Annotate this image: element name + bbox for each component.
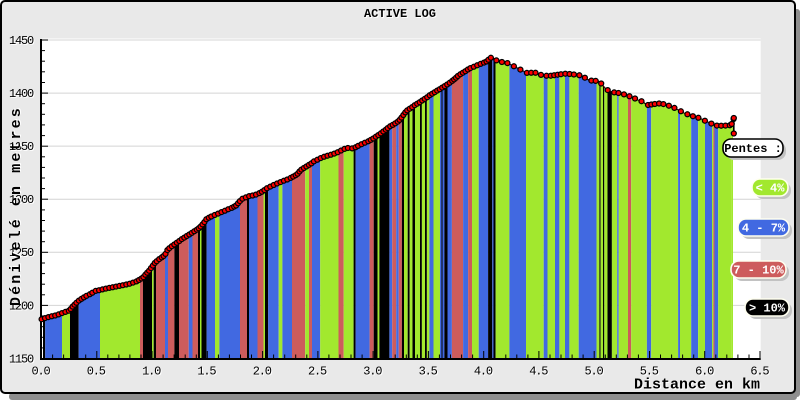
svg-text:1200: 1200 <box>9 299 34 313</box>
svg-text:Distance en km: Distance en km <box>634 377 760 394</box>
svg-text:4 - 7%: 4 - 7% <box>742 222 786 236</box>
svg-text:ACTIVE LOG: ACTIVE LOG <box>364 7 436 21</box>
svg-text:1.5: 1.5 <box>197 365 216 379</box>
svg-text:1.0: 1.0 <box>142 365 161 379</box>
svg-text:1300: 1300 <box>9 193 34 207</box>
svg-text:6.5: 6.5 <box>750 365 769 379</box>
svg-text:< 4%: < 4% <box>756 182 786 196</box>
svg-text:7 - 10%: 7 - 10% <box>733 264 784 278</box>
svg-text:2.0: 2.0 <box>253 365 272 379</box>
svg-text:3.5: 3.5 <box>419 365 438 379</box>
svg-text:Dénivelé en metres: Dénivelé en metres <box>8 106 25 306</box>
svg-text:5.5: 5.5 <box>640 365 659 379</box>
svg-text:1400: 1400 <box>9 87 34 101</box>
svg-text:Pentes :: Pentes : <box>724 142 782 156</box>
svg-text:2.5: 2.5 <box>308 365 327 379</box>
svg-text:1350: 1350 <box>9 140 34 154</box>
svg-text:0.5: 0.5 <box>87 365 106 379</box>
svg-text:4.5: 4.5 <box>529 365 548 379</box>
svg-text:1150: 1150 <box>9 352 34 366</box>
svg-text:6.0: 6.0 <box>695 365 714 379</box>
svg-text:5.0: 5.0 <box>584 365 603 379</box>
svg-text:4.0: 4.0 <box>474 365 493 379</box>
svg-text:> 10%: > 10% <box>749 302 786 316</box>
svg-text:3.0: 3.0 <box>363 365 382 379</box>
svg-text:1450: 1450 <box>9 34 34 48</box>
svg-text:0.0: 0.0 <box>31 365 50 379</box>
svg-text:1250: 1250 <box>9 246 34 260</box>
